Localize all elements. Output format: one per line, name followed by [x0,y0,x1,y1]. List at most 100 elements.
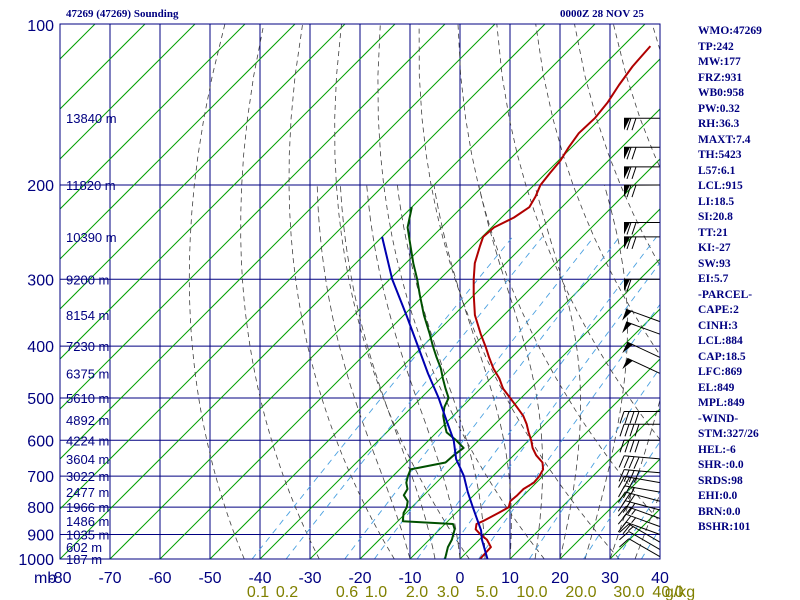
index-item: BRN:0.0 [698,505,741,518]
moist-adiabat-line [366,185,461,559]
dry-adiabat-line [496,24,660,441]
pressure-tick-label: 600 [27,433,54,450]
index-item: CAP:18.5 [698,350,746,363]
wind-barb-feather [634,440,640,453]
pressure-tick-label: 900 [27,528,54,545]
isotherm-line [559,458,660,559]
wind-barb-feather [629,411,635,424]
pressure-tick-label: 200 [27,178,54,195]
height-label: 602 m [66,540,102,555]
wind-barb-feather [634,411,640,424]
index-item: SRDS:98 [698,474,743,487]
wind-barb-feather [619,538,630,548]
temperature-tick-label: -20 [348,570,371,587]
height-label: 5610 m [66,391,109,406]
wind-barb-flag [624,222,630,235]
wind-barb [624,455,661,460]
mixing-ratio-line [344,236,595,559]
wind-barb [626,521,661,535]
wind-barb-flag [624,236,630,249]
mixing-ratio-line [374,236,620,559]
index-item: LCL:884 [698,335,743,347]
wind-barb-feather [619,424,625,437]
pressure-tick-label: 800 [27,500,54,517]
mixing-ratio-label: 3.0 [437,584,459,600]
index-item: LI:18.5 [698,195,735,208]
index-item: WB0:958 [698,87,744,99]
mixing-ratio-line [478,303,660,559]
wind-barb [626,308,661,323]
wind-barb-feather [626,166,632,180]
index-item: EI:5.7 [698,273,729,285]
index-item: STM:327/26 [698,428,759,440]
wind-barb-feather [631,147,637,160]
index-item: PW:0.32 [698,102,740,115]
wind-barb-feather [618,469,625,482]
index-item: CAPE:2 [698,304,739,316]
height-label: 4892 m [66,413,109,428]
mixing-ratio-label: 0.1 [247,584,269,600]
mixing-ratio-line [416,236,657,559]
wind-barb [628,538,661,558]
isotherm-line [60,24,446,410]
wind-barb-feather [626,236,632,250]
dry-adiabat-line [418,24,620,559]
wind-barb [628,531,661,550]
mixing-ratio-label: g/kg [665,584,695,600]
isotherm-line [409,308,660,559]
wind-barb-half-feather [631,509,636,515]
isotherm-line [60,24,496,460]
pressure-tick-label: 700 [27,469,54,486]
wind-barb-flag [622,309,632,321]
wind-barb-feather [626,279,632,292]
index-item: MW:177 [698,56,741,68]
height-label: 2477 m [66,485,109,500]
isotherm-line [109,24,646,559]
isotherm-line [60,24,296,260]
mixing-ratio-line [583,440,660,559]
height-label: 6375 m [66,366,109,381]
plot-frame [59,23,661,560]
mixing-ratio-label: 1.0 [365,584,387,600]
wind-barb-feather [618,476,625,488]
wind-barb-feather [626,222,632,235]
wind-barb-flag [624,166,630,179]
mixing-ratio-label: 40.0 [652,584,683,600]
wind-barb-feather [617,491,626,503]
wind-barb-feather [628,456,635,469]
isotherm-line [159,58,660,559]
isotherm-line [209,108,660,559]
index-item: EL:849 [698,381,735,394]
index-item: RH:36.3 [698,118,740,130]
height-label: 1966 m [66,500,109,515]
sounding-time: 0000Z 28 NOV 25 [560,8,644,20]
wind-barb-feather [624,411,630,424]
index-item: SI:20.8 [698,211,733,223]
height-label: 11820 m [66,178,116,193]
height-label: 3604 m [66,452,109,467]
wind-barb-feather [619,440,625,453]
wind-barb [627,341,661,358]
wind-barb [626,321,661,335]
moist-adiabat-line [316,185,411,559]
temperature-tick-label: 40 [651,570,669,587]
height-label: 4224 m [66,433,109,448]
wind-barb-feather [619,531,630,541]
dry-adiabat-line [769,24,800,559]
wind-barb-feather [619,523,630,533]
temperature-tick-label: 10 [501,570,519,587]
temperature-tick-label: 0 [456,570,465,587]
index-item: HEL:-6 [698,443,736,456]
wind-barb-feather [631,184,637,198]
mixing-ratio-label: 5.0 [476,584,498,600]
pressure-tick-label: 100 [27,18,54,35]
wind-barb-flag [622,358,633,370]
temperature-profile [472,45,652,559]
wind-barb-feather [633,470,640,483]
wind-barb-feather [617,505,627,517]
pressure-tick-label: 1000 [18,552,54,569]
moist-adiabat-line [340,185,436,559]
temperature-tick-label: -30 [298,570,321,587]
isotherm-line [60,24,396,360]
